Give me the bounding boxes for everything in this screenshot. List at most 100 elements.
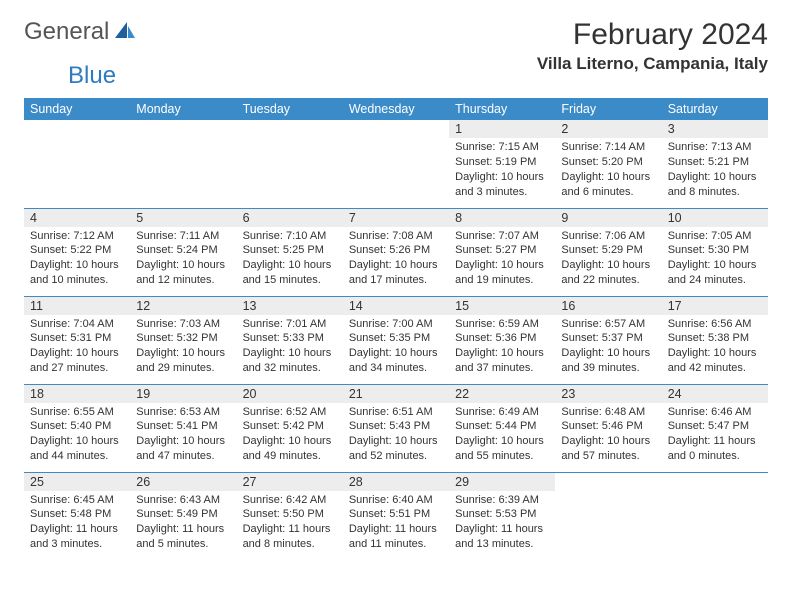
day-number: 27 [237, 473, 343, 491]
day-number: 19 [130, 385, 236, 403]
day-detail: Sunrise: 7:06 AMSunset: 5:29 PMDaylight:… [555, 227, 661, 292]
daylight-text: Daylight: 10 hours and 39 minutes. [561, 346, 655, 376]
sunset-text: Sunset: 5:33 PM [243, 331, 337, 346]
day-cell: 20Sunrise: 6:52 AMSunset: 5:42 PMDayligh… [237, 384, 343, 472]
sunrise-text: Sunrise: 6:53 AM [136, 405, 230, 420]
day-number: 10 [662, 209, 768, 227]
daylight-text: Daylight: 10 hours and 17 minutes. [349, 258, 443, 288]
day-number: 9 [555, 209, 661, 227]
day-number: 28 [343, 473, 449, 491]
day-number: 6 [237, 209, 343, 227]
sunrise-text: Sunrise: 7:00 AM [349, 317, 443, 332]
day-detail: Sunrise: 7:11 AMSunset: 5:24 PMDaylight:… [130, 227, 236, 292]
day-detail: Sunrise: 7:10 AMSunset: 5:25 PMDaylight:… [237, 227, 343, 292]
daylight-text: Daylight: 10 hours and 44 minutes. [30, 434, 124, 464]
sunrise-text: Sunrise: 7:14 AM [561, 140, 655, 155]
sunrise-text: Sunrise: 6:40 AM [349, 493, 443, 508]
day-detail: Sunrise: 7:08 AMSunset: 5:26 PMDaylight:… [343, 227, 449, 292]
sunset-text: Sunset: 5:51 PM [349, 507, 443, 522]
day-detail: Sunrise: 7:13 AMSunset: 5:21 PMDaylight:… [662, 138, 768, 203]
sunset-text: Sunset: 5:44 PM [455, 419, 549, 434]
sunrise-text: Sunrise: 7:10 AM [243, 229, 337, 244]
day-cell: 3Sunrise: 7:13 AMSunset: 5:21 PMDaylight… [662, 120, 768, 208]
day-number: 8 [449, 209, 555, 227]
day-detail: Sunrise: 6:53 AMSunset: 5:41 PMDaylight:… [130, 403, 236, 468]
logo-sail-icon [113, 20, 137, 45]
sunset-text: Sunset: 5:36 PM [455, 331, 549, 346]
sunrise-text: Sunrise: 6:56 AM [668, 317, 762, 332]
sunset-text: Sunset: 5:53 PM [455, 507, 549, 522]
daylight-text: Daylight: 11 hours and 8 minutes. [243, 522, 337, 552]
daylight-text: Daylight: 10 hours and 42 minutes. [668, 346, 762, 376]
day-cell: 8Sunrise: 7:07 AMSunset: 5:27 PMDaylight… [449, 208, 555, 296]
day-detail: Sunrise: 7:04 AMSunset: 5:31 PMDaylight:… [24, 315, 130, 380]
day-cell: 17Sunrise: 6:56 AMSunset: 5:38 PMDayligh… [662, 296, 768, 384]
day-header: Monday [130, 98, 236, 120]
sunrise-text: Sunrise: 7:07 AM [455, 229, 549, 244]
day-detail: Sunrise: 6:42 AMSunset: 5:50 PMDaylight:… [237, 491, 343, 556]
daylight-text: Daylight: 10 hours and 6 minutes. [561, 170, 655, 200]
day-detail: Sunrise: 6:55 AMSunset: 5:40 PMDaylight:… [24, 403, 130, 468]
sunrise-text: Sunrise: 7:15 AM [455, 140, 549, 155]
daylight-text: Daylight: 10 hours and 27 minutes. [30, 346, 124, 376]
day-number: 13 [237, 297, 343, 315]
day-number: 26 [130, 473, 236, 491]
day-detail: Sunrise: 6:59 AMSunset: 5:36 PMDaylight:… [449, 315, 555, 380]
day-detail: Sunrise: 7:03 AMSunset: 5:32 PMDaylight:… [130, 315, 236, 380]
day-detail: Sunrise: 6:39 AMSunset: 5:53 PMDaylight:… [449, 491, 555, 556]
day-header: Saturday [662, 98, 768, 120]
day-cell: 27Sunrise: 6:42 AMSunset: 5:50 PMDayligh… [237, 472, 343, 560]
day-cell: 14Sunrise: 7:00 AMSunset: 5:35 PMDayligh… [343, 296, 449, 384]
day-detail: Sunrise: 6:43 AMSunset: 5:49 PMDaylight:… [130, 491, 236, 556]
sunrise-text: Sunrise: 7:05 AM [668, 229, 762, 244]
sunset-text: Sunset: 5:42 PM [243, 419, 337, 434]
day-number: 2 [555, 120, 661, 138]
week-row: 18Sunrise: 6:55 AMSunset: 5:40 PMDayligh… [24, 384, 768, 472]
day-cell: 15Sunrise: 6:59 AMSunset: 5:36 PMDayligh… [449, 296, 555, 384]
logo-text-blue: Blue [68, 62, 116, 89]
day-number: 5 [130, 209, 236, 227]
daylight-text: Daylight: 10 hours and 15 minutes. [243, 258, 337, 288]
sunrise-text: Sunrise: 7:01 AM [243, 317, 337, 332]
sunset-text: Sunset: 5:27 PM [455, 243, 549, 258]
calendar-body: 1Sunrise: 7:15 AMSunset: 5:19 PMDaylight… [24, 120, 768, 560]
sunrise-text: Sunrise: 7:12 AM [30, 229, 124, 244]
logo: General [24, 18, 139, 46]
sunset-text: Sunset: 5:43 PM [349, 419, 443, 434]
day-detail: Sunrise: 6:57 AMSunset: 5:37 PMDaylight:… [555, 315, 661, 380]
day-header: Sunday [24, 98, 130, 120]
day-detail: Sunrise: 7:01 AMSunset: 5:33 PMDaylight:… [237, 315, 343, 380]
sunrise-text: Sunrise: 7:06 AM [561, 229, 655, 244]
daylight-text: Daylight: 11 hours and 0 minutes. [668, 434, 762, 464]
day-detail: Sunrise: 7:14 AMSunset: 5:20 PMDaylight:… [555, 138, 661, 203]
day-header: Friday [555, 98, 661, 120]
sunrise-text: Sunrise: 7:03 AM [136, 317, 230, 332]
day-cell: 28Sunrise: 6:40 AMSunset: 5:51 PMDayligh… [343, 472, 449, 560]
day-number: 16 [555, 297, 661, 315]
sunset-text: Sunset: 5:22 PM [30, 243, 124, 258]
day-cell: 11Sunrise: 7:04 AMSunset: 5:31 PMDayligh… [24, 296, 130, 384]
day-detail: Sunrise: 7:12 AMSunset: 5:22 PMDaylight:… [24, 227, 130, 292]
day-cell [237, 120, 343, 208]
day-number: 25 [24, 473, 130, 491]
sunrise-text: Sunrise: 7:11 AM [136, 229, 230, 244]
sunrise-text: Sunrise: 6:49 AM [455, 405, 549, 420]
day-cell: 5Sunrise: 7:11 AMSunset: 5:24 PMDaylight… [130, 208, 236, 296]
week-row: 11Sunrise: 7:04 AMSunset: 5:31 PMDayligh… [24, 296, 768, 384]
sunset-text: Sunset: 5:21 PM [668, 155, 762, 170]
day-number: 14 [343, 297, 449, 315]
day-cell: 16Sunrise: 6:57 AMSunset: 5:37 PMDayligh… [555, 296, 661, 384]
day-header-row: Sunday Monday Tuesday Wednesday Thursday… [24, 98, 768, 120]
day-cell: 7Sunrise: 7:08 AMSunset: 5:26 PMDaylight… [343, 208, 449, 296]
sunrise-text: Sunrise: 6:42 AM [243, 493, 337, 508]
day-number: 20 [237, 385, 343, 403]
day-cell: 6Sunrise: 7:10 AMSunset: 5:25 PMDaylight… [237, 208, 343, 296]
calendar-page: General February 2024 Villa Literno, Cam… [0, 0, 792, 578]
sunset-text: Sunset: 5:19 PM [455, 155, 549, 170]
page-title: February 2024 [537, 18, 768, 52]
daylight-text: Daylight: 10 hours and 10 minutes. [30, 258, 124, 288]
daylight-text: Daylight: 11 hours and 11 minutes. [349, 522, 443, 552]
day-number: 7 [343, 209, 449, 227]
day-cell: 10Sunrise: 7:05 AMSunset: 5:30 PMDayligh… [662, 208, 768, 296]
day-detail: Sunrise: 6:40 AMSunset: 5:51 PMDaylight:… [343, 491, 449, 556]
